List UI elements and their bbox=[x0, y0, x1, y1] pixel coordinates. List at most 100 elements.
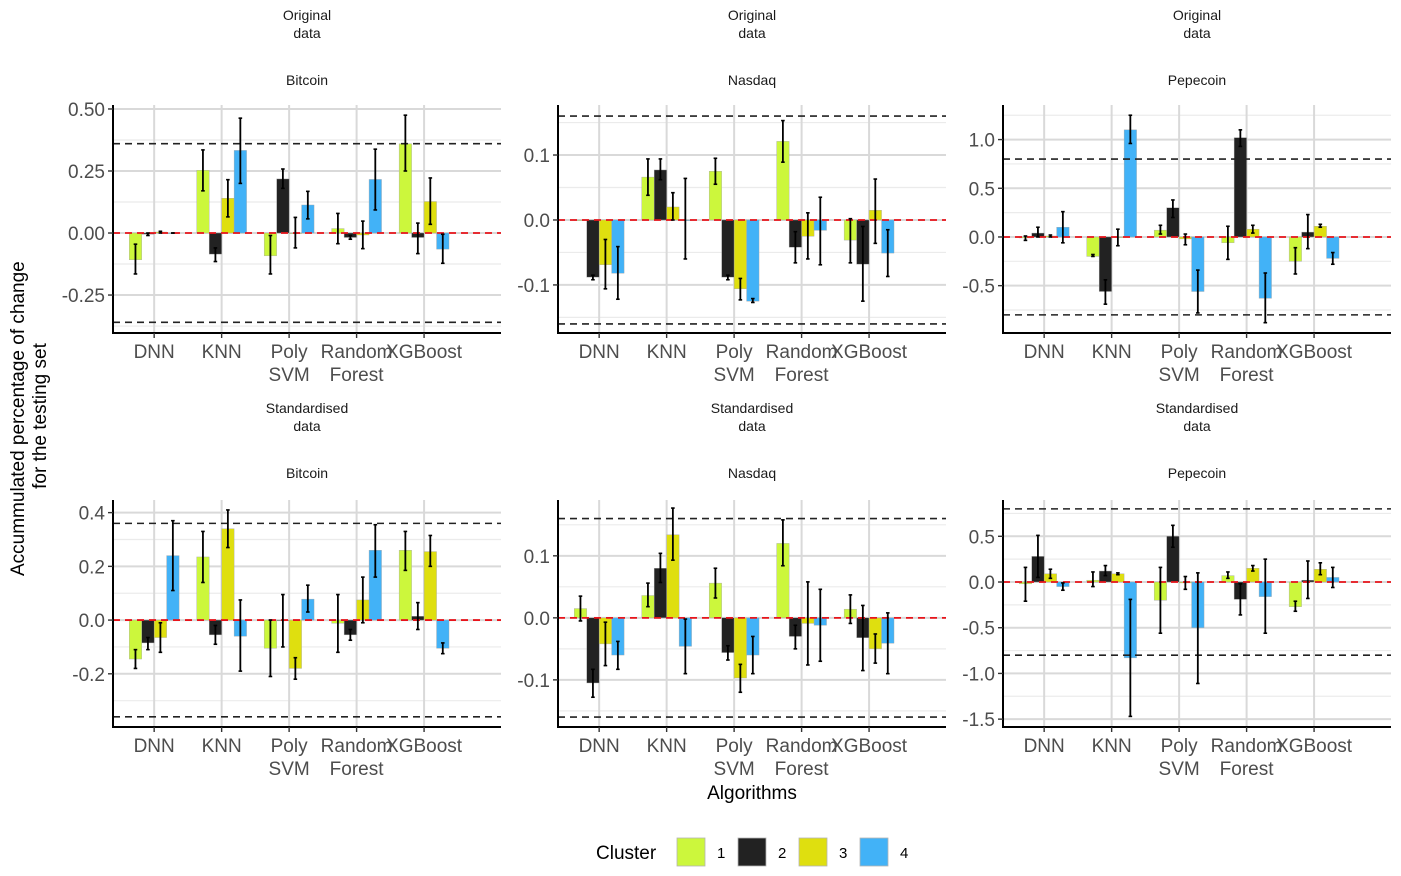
y-tick-label: -0.1 bbox=[517, 276, 550, 297]
y-tick-label: 0.0 bbox=[79, 611, 105, 632]
y-tick-label: 0.50 bbox=[68, 100, 105, 121]
x-tick-label: SVM bbox=[269, 759, 310, 780]
bar-cluster-4 bbox=[746, 219, 760, 302]
strip-label-data-type-line2: data bbox=[738, 418, 765, 434]
bar-cluster-2 bbox=[586, 219, 600, 278]
x-tick-label: XGBoost bbox=[1276, 736, 1353, 757]
x-tick-label: XGBoost bbox=[386, 342, 463, 363]
strip-label-data-type-line2: data bbox=[1183, 418, 1210, 434]
x-tick-label: Poly bbox=[1161, 736, 1198, 757]
panel-pepecoin-standardised: Standardised data Pepecoin -1.5 -1.0 -0.5 0.0 0… bbox=[962, 400, 1391, 780]
x-tick-label: DNN bbox=[134, 736, 175, 757]
bar-cluster-1 bbox=[1086, 236, 1100, 257]
strip-label-data-type: Original bbox=[728, 7, 776, 23]
x-tick-label: KNN bbox=[1092, 736, 1132, 757]
legend-title: Cluster bbox=[596, 843, 657, 864]
x-tick-label: SVM bbox=[1159, 759, 1200, 780]
y-tick-label: 0.1 bbox=[524, 146, 550, 167]
y-tick-label: 0.0 bbox=[969, 228, 995, 249]
strip-label-data-type-line2: data bbox=[293, 418, 320, 434]
y-tick-label: 0.5 bbox=[969, 179, 995, 200]
strip-label-asset: Pepecoin bbox=[1168, 72, 1226, 88]
legend-key-cluster-1 bbox=[676, 837, 706, 867]
legend-key-cluster-3 bbox=[798, 837, 828, 867]
legend-label-cluster-3: 3 bbox=[839, 845, 847, 862]
strip-label-data-type-line2: data bbox=[738, 25, 765, 41]
strip-label-data-type: Standardised bbox=[1156, 400, 1239, 416]
strip-label-data-type: Standardised bbox=[711, 400, 794, 416]
x-axis-title: Algorithms bbox=[707, 783, 797, 804]
x-tick-label: KNN bbox=[202, 342, 242, 363]
x-tick-label: Poly bbox=[716, 342, 753, 363]
x-tick-label: Poly bbox=[716, 736, 753, 757]
x-tick-label: DNN bbox=[579, 342, 620, 363]
legend-label-cluster-4: 4 bbox=[900, 845, 908, 862]
x-tick-label: Forest bbox=[775, 759, 830, 780]
strip-label-asset: Nasdaq bbox=[728, 465, 776, 481]
bar-cluster-2 bbox=[1233, 137, 1247, 238]
bar-cluster-4 bbox=[1123, 129, 1137, 238]
strip-label-data-type: Standardised bbox=[266, 400, 349, 416]
x-tick-label: DNN bbox=[1024, 342, 1065, 363]
y-tick-label: 0.4 bbox=[79, 504, 106, 525]
bar-cluster-2 bbox=[721, 219, 735, 278]
x-tick-label: SVM bbox=[1159, 365, 1200, 386]
strip-label-data-type-line2: data bbox=[293, 25, 320, 41]
x-tick-label: KNN bbox=[647, 342, 687, 363]
x-tick-label: XGBoost bbox=[386, 736, 463, 757]
y-tick-label: 0.2 bbox=[79, 557, 105, 578]
x-tick-label: SVM bbox=[714, 759, 755, 780]
x-tick-label: XGBoost bbox=[831, 736, 908, 757]
legend-label-cluster-1: 1 bbox=[717, 845, 725, 862]
legend-key-cluster-2 bbox=[737, 837, 767, 867]
strip-label-data-type: Original bbox=[1173, 7, 1221, 23]
y-tick-label: 0.00 bbox=[68, 224, 105, 245]
y-tick-label: 0.0 bbox=[969, 573, 995, 594]
x-tick-label: KNN bbox=[647, 736, 687, 757]
x-tick-label: XGBoost bbox=[831, 342, 908, 363]
y-tick-label: -1.0 bbox=[962, 664, 995, 685]
x-tick-label: SVM bbox=[714, 365, 755, 386]
x-tick-label: Random bbox=[766, 342, 838, 363]
x-tick-label: Random bbox=[321, 736, 393, 757]
strip-label-asset: Nasdaq bbox=[728, 72, 776, 88]
panel-nasdaq-original: Original data Nasdaq -0.1 0.0 0.1 DNN KNN PolySV… bbox=[517, 7, 946, 386]
x-tick-label: Forest bbox=[1220, 759, 1275, 780]
x-tick-label: Poly bbox=[1161, 342, 1198, 363]
x-tick-label: KNN bbox=[202, 736, 242, 757]
legend-key-cluster-4 bbox=[859, 837, 889, 867]
x-tick-label: DNN bbox=[134, 342, 175, 363]
x-tick-label: Random bbox=[321, 342, 393, 363]
panel-bitcoin-standardised: Standardised data Bitcoin -0.2 0.0 0.2 0.4 DNN K… bbox=[72, 400, 501, 780]
y-tick-label: -0.5 bbox=[962, 277, 995, 298]
y-tick-label: 0.0 bbox=[524, 609, 550, 630]
x-tick-label: XGBoost bbox=[1276, 342, 1353, 363]
x-tick-label: Random bbox=[766, 736, 838, 757]
panel-bitcoin-original: Original data Bitcoin -0.25 0.00 0.25 0.50 DNN K… bbox=[62, 7, 501, 386]
y-tick-label: 0.0 bbox=[524, 211, 550, 232]
y-axis-title: Accummulated percentage of change for th… bbox=[8, 256, 51, 576]
y-axis-title-line1: Accummulated percentage of change bbox=[8, 261, 29, 576]
y-tick-label: -0.25 bbox=[62, 286, 105, 307]
x-tick-label: Poly bbox=[271, 736, 308, 757]
panel-nasdaq-standardised: Standardised data Nasdaq -0.1 0.0 0.1 DNN KNN Po… bbox=[517, 400, 946, 780]
x-tick-label: DNN bbox=[579, 736, 620, 757]
y-tick-label: -0.5 bbox=[962, 619, 995, 640]
y-tick-label: 1.0 bbox=[969, 131, 995, 152]
x-tick-label: Random bbox=[1211, 342, 1283, 363]
x-tick-label: Forest bbox=[330, 365, 385, 386]
x-tick-label: KNN bbox=[1092, 342, 1132, 363]
strip-label-data-type: Original bbox=[283, 7, 331, 23]
strip-label-asset: Bitcoin bbox=[286, 72, 328, 88]
y-axis-title-line2: for the testing set bbox=[30, 342, 51, 488]
x-tick-label: Forest bbox=[775, 365, 830, 386]
x-tick-label: Forest bbox=[1220, 365, 1275, 386]
x-tick-label: SVM bbox=[269, 365, 310, 386]
panel-pepecoin-original: Original data Pepecoin -0.5 0.0 0.5 1.0 DNN KNN P… bbox=[962, 7, 1391, 386]
legend-label-cluster-2: 2 bbox=[778, 845, 786, 862]
legend: Cluster 1 2 3 4 bbox=[596, 837, 908, 867]
y-tick-label: 0.25 bbox=[68, 162, 105, 183]
x-tick-label: Poly bbox=[271, 342, 308, 363]
y-tick-label: 0.1 bbox=[524, 547, 550, 568]
